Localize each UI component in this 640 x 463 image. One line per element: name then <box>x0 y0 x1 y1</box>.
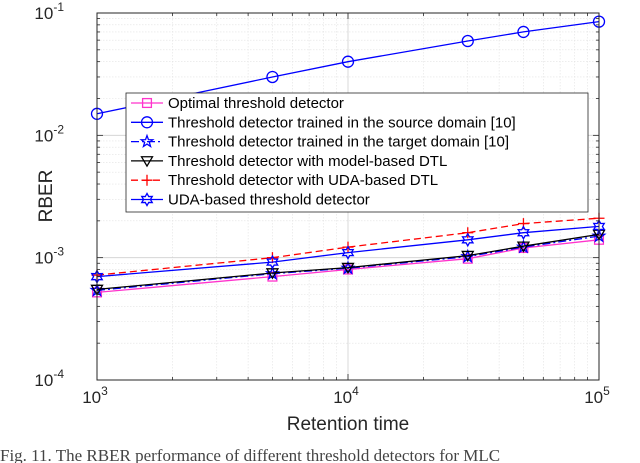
series <box>90 229 606 296</box>
series-marker <box>517 225 530 241</box>
series-line <box>96 225 600 278</box>
series <box>90 15 606 120</box>
series-line <box>96 239 600 294</box>
series-marker <box>140 156 154 168</box>
series-line <box>96 217 600 276</box>
y-tick-label: 10-1 <box>34 0 64 23</box>
y-tick-label: 10-2 <box>34 122 64 145</box>
legend-box <box>125 92 589 213</box>
series-marker <box>267 271 278 282</box>
series-marker <box>462 253 473 264</box>
figure-caption: Fig. 11. The RBER performance of differe… <box>0 446 500 463</box>
legend-label: Threshold detector with model-based DTL <box>168 153 447 170</box>
legend-entry: Optimal threshold detector <box>131 95 344 112</box>
series-line <box>96 235 600 292</box>
y-tick-labels: 10-1 10-2 10-3 10-4 <box>34 0 64 390</box>
series-marker <box>341 55 355 68</box>
series-marker <box>461 250 475 263</box>
y-tick-label: 10-4 <box>34 367 64 390</box>
series-marker <box>140 192 154 207</box>
x-tick-label: 105 <box>584 384 610 407</box>
series-marker <box>341 245 355 260</box>
series-line <box>96 20 600 115</box>
series-marker <box>461 232 475 248</box>
x-tick-labels: 103 104 105 <box>82 384 610 407</box>
legend-label: Threshold detector with UDA-based DTL <box>168 172 438 189</box>
series-marker <box>517 25 530 39</box>
legend-label: UDA-based threshold detector <box>168 192 370 209</box>
series-marker <box>140 116 154 129</box>
legend-label: Threshold detector trained in the source… <box>168 114 516 131</box>
series-marker <box>141 174 153 186</box>
series-marker <box>266 70 279 84</box>
series-marker <box>139 133 155 149</box>
series-marker <box>266 254 279 270</box>
series-marker <box>266 252 278 264</box>
y-tick-label: 10-3 <box>34 245 64 268</box>
legend-entry: Threshold detector with model-based DTL <box>131 153 447 170</box>
series-marker <box>341 262 355 275</box>
x-tick-label: 103 <box>82 384 108 407</box>
legend-entry: Threshold detector trained in the source… <box>131 114 516 131</box>
legend-label: Optimal threshold detector <box>168 95 344 112</box>
legend: Optimal threshold detector Threshold dete… <box>125 92 589 213</box>
series-marker <box>461 34 474 48</box>
axis-ticks <box>96 12 600 381</box>
legend-entry: Threshold detector trained in the target… <box>131 134 509 151</box>
legend-entry: UDA-based threshold detector <box>131 192 370 209</box>
legend-label: Threshold detector trained in the target… <box>168 134 509 151</box>
y-axis-title: RBER <box>36 170 57 223</box>
series-marker <box>141 97 153 109</box>
x-axis-title: Retention time <box>287 414 410 435</box>
x-tick-label: 104 <box>333 384 359 407</box>
legend-entry: Threshold detector with UDA-based DTL <box>131 172 438 189</box>
series-line <box>96 233 600 291</box>
series-marker <box>516 241 531 253</box>
